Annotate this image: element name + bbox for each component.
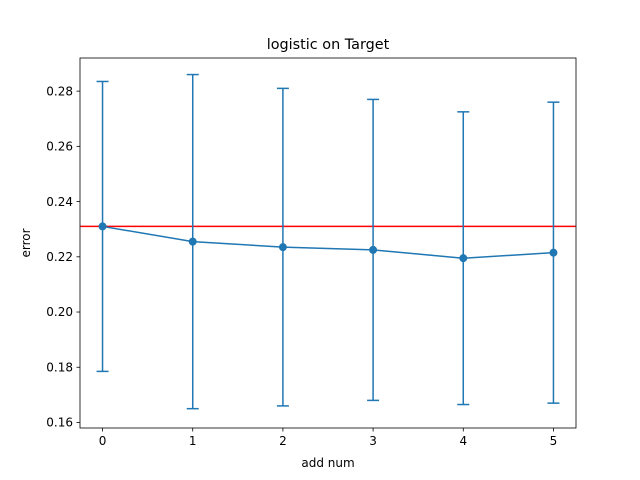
x-tick-label: 2 [279,434,287,448]
data-point [549,248,558,257]
chart-title: logistic on Target [267,37,390,53]
y-tick-label: 0.16 [46,416,73,430]
y-tick-label: 0.24 [46,195,73,209]
plot-area [80,58,576,428]
x-tick-label: 3 [369,434,377,448]
data-point [188,237,197,246]
x-tick-label: 1 [189,434,197,448]
y-tick-label: 0.18 [46,360,73,374]
chart-axes: 0 1 2 3 4 5 0.16 0.18 0.20 0.22 0.24 0.26 0.28 [46,84,557,448]
data-point [459,254,468,263]
chart-marks [80,73,576,410]
x-tick-label: 0 [99,434,107,448]
y-axis-label: error [19,228,33,257]
x-tick-label: 4 [459,434,467,448]
plot-frame [79,57,577,429]
data-point [369,245,378,254]
x-tick-label: 5 [550,434,558,448]
series-line [102,225,554,259]
y-tick-label: 0.20 [46,305,73,319]
data-point [98,222,107,231]
data-point [278,243,287,252]
y-tick-label: 0.28 [46,84,73,98]
x-axis-label: add num [301,456,354,470]
y-tick-label: 0.26 [46,140,73,154]
y-tick-label: 0.22 [46,250,73,264]
